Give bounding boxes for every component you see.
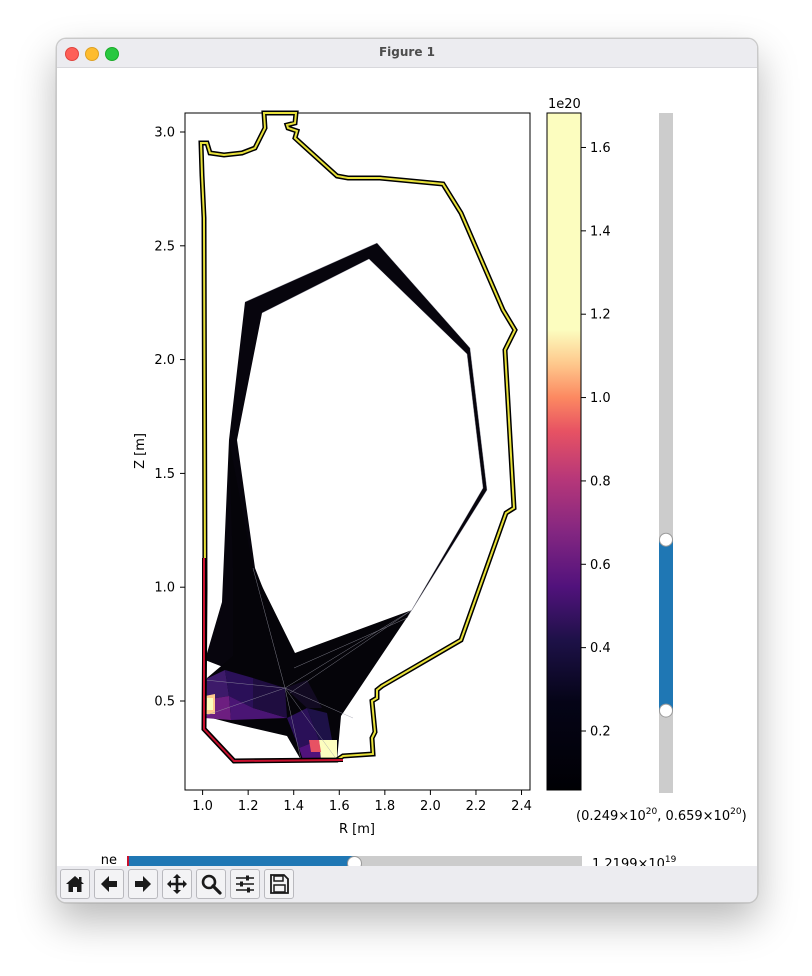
colorbar-tick-label: 1.2 — [590, 308, 611, 323]
ne-slider-fill — [127, 856, 355, 871]
ne-slider-value: 1.2199×1019 — [592, 855, 677, 866]
configure-subplots-icon — [236, 875, 254, 893]
x-axis-ticks: 1.0 1.2 1.4 1.6 1.8 2.0 2.2 2.4 — [192, 790, 532, 814]
y-axis-ticks: 0.5 1.0 1.5 2.0 2.5 3.0 — [154, 126, 185, 710]
y-tick-label: 1.0 — [154, 581, 175, 596]
range-slider-value: (0.249×1020, 0.659×1020) — [576, 807, 747, 824]
colorbar-tick-label: 0.8 — [590, 474, 611, 489]
ne-slider[interactable] — [127, 856, 582, 871]
plasma-mesh — [203, 242, 488, 761]
x-tick-label: 1.4 — [283, 799, 304, 814]
y-axis-label: Z [m] — [133, 433, 148, 469]
colorbar-tick-label: 1.4 — [590, 224, 611, 239]
minimize-button[interactable] — [85, 47, 99, 61]
back-arrow-icon — [101, 876, 117, 892]
forward-button[interactable] — [128, 869, 158, 899]
figure-canvas[interactable]: 1.0 1.2 1.4 1.6 1.8 2.0 2.2 2.4 0.5 1.0 1.5 2.0 2.5… — [57, 68, 757, 872]
x-tick-label: 1.8 — [374, 799, 395, 814]
range-slider-fill — [659, 539, 673, 711]
y-tick-label: 1.5 — [154, 467, 175, 482]
colorbar-tick-label: 1.6 — [590, 141, 611, 156]
x-tick-label: 2.4 — [511, 799, 532, 814]
x-tick-label: 2.2 — [466, 799, 487, 814]
x-axis-label: R [m] — [339, 822, 375, 837]
ne-slider-initial-marker — [127, 856, 129, 871]
pan-button[interactable] — [162, 869, 192, 899]
y-tick-label: 0.5 — [154, 695, 175, 710]
range-slider-low-handle[interactable] — [659, 703, 673, 718]
colorbar-tick-label: 0.6 — [590, 558, 611, 573]
window-title: Figure 1 — [378, 45, 436, 59]
figure-window: Figure 1 — [56, 38, 758, 903]
zoom-window-button[interactable] — [105, 47, 119, 61]
figure-svg: 1.0 1.2 1.4 1.6 1.8 2.0 2.2 2.4 0.5 1.0 1.5 2.0 2.5… — [101, 97, 747, 872]
ne-slider-handle[interactable] — [347, 856, 362, 871]
zoom-icon — [201, 874, 222, 895]
save-icon — [270, 874, 289, 894]
colorbar-tick-label: 0.4 — [590, 641, 611, 656]
y-tick-label: 2.0 — [154, 353, 175, 368]
x-tick-label: 1.6 — [329, 799, 350, 814]
x-tick-label: 2.0 — [420, 799, 441, 814]
title-bar: Figure 1 — [57, 39, 757, 68]
colorbar-ticks: 0.2 0.4 0.6 0.8 1.0 1.2 1.4 1.6 — [581, 141, 611, 740]
save-button[interactable] — [264, 869, 294, 899]
range-slider-high-handle[interactable] — [659, 532, 673, 547]
pan-icon — [167, 874, 187, 894]
y-tick-label: 2.5 — [154, 239, 175, 254]
home-button[interactable] — [60, 869, 90, 899]
close-button[interactable] — [65, 47, 79, 61]
ne-slider-label: ne — [101, 853, 117, 866]
configure-subplots-button[interactable] — [230, 869, 260, 899]
zoom-button[interactable] — [196, 869, 226, 899]
x-tick-label: 1.2 — [238, 799, 259, 814]
range-slider[interactable] — [659, 113, 673, 793]
back-button[interactable] — [94, 869, 124, 899]
colorbar-tick-label: 1.0 — [590, 391, 611, 406]
home-icon — [66, 876, 84, 892]
colorbar-exponent: 1e20 — [548, 97, 581, 112]
x-tick-label: 1.0 — [192, 799, 213, 814]
forward-arrow-icon — [135, 876, 151, 892]
navigation-toolbar — [57, 866, 757, 902]
colorbar-tick-label: 0.2 — [590, 725, 611, 740]
vessel-wall — [198, 110, 518, 764]
colorbar — [546, 112, 582, 791]
y-tick-label: 3.0 — [154, 126, 175, 141]
